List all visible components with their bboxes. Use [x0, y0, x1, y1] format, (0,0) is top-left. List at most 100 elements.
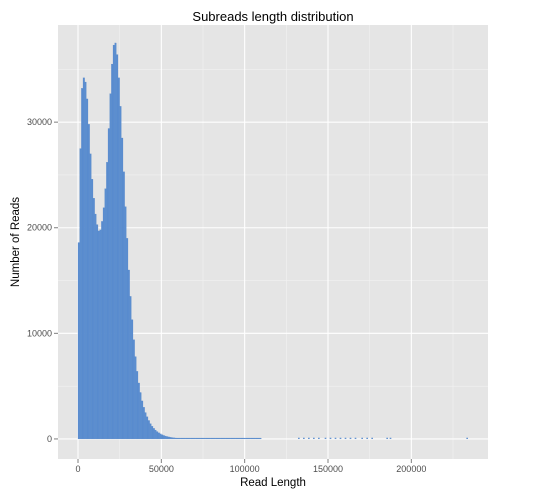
histogram-bar	[184, 437, 187, 440]
histogram-bar	[242, 437, 245, 440]
histogram-bar	[166, 436, 169, 440]
histogram-bars	[77, 42, 468, 440]
x-tick-label: 100000	[230, 464, 260, 474]
histogram-bar	[329, 437, 332, 439]
y-tick-label: 20000	[27, 223, 52, 233]
x-axis-ticks: 0 50000 100000 150000 200000	[75, 459, 426, 474]
histogram-bar	[171, 437, 174, 440]
histogram-bar	[87, 124, 90, 440]
histogram-bar	[172, 437, 175, 440]
histogram-bar	[156, 431, 159, 440]
histogram-bar	[244, 437, 247, 440]
histogram-bar	[324, 437, 327, 439]
y-tick-label: 10000	[27, 328, 52, 338]
y-axis-ticks: 0 10000 20000 30000	[27, 117, 58, 444]
histogram-bar	[389, 437, 392, 439]
histogram-bar	[124, 206, 127, 440]
histogram-bar	[231, 437, 234, 440]
histogram-bar	[214, 437, 217, 440]
histogram-bar	[176, 437, 179, 440]
histogram-bar	[82, 77, 85, 440]
histogram-bar	[187, 437, 190, 440]
histogram-bar	[86, 98, 89, 440]
histogram-bar	[109, 93, 112, 440]
histogram-bar	[226, 437, 229, 440]
histogram-bar	[202, 437, 205, 440]
histogram-bar	[137, 382, 140, 440]
histogram-bar	[354, 437, 357, 439]
histogram-bar	[197, 437, 200, 440]
histogram-bar	[361, 437, 363, 439]
histogram-bar	[136, 371, 139, 440]
histogram-bar	[116, 54, 119, 440]
histogram-bar	[149, 423, 152, 440]
histogram-bar	[139, 392, 142, 440]
chart-title: Subreads length distribution	[192, 9, 353, 24]
histogram-bar	[99, 229, 102, 440]
histogram-bar	[169, 437, 172, 440]
histogram-bar	[349, 437, 352, 439]
histogram-bar	[159, 433, 162, 440]
y-tick-label: 30000	[27, 117, 52, 127]
histogram-bar	[147, 420, 150, 440]
histogram-bar	[84, 81, 87, 440]
histogram-bar	[127, 269, 130, 440]
histogram-bar	[313, 437, 315, 439]
histogram-bar	[134, 356, 137, 440]
histogram-bar	[111, 63, 114, 440]
histogram-bar	[334, 437, 337, 439]
histogram-bar	[189, 437, 192, 440]
histogram-bar	[219, 437, 222, 440]
histogram-bar	[256, 437, 259, 440]
histogram-bar	[207, 437, 210, 440]
histogram-bar	[229, 437, 232, 440]
histogram-bar	[106, 162, 109, 440]
x-tick-label: 200000	[396, 464, 426, 474]
histogram-bar	[179, 437, 182, 440]
histogram-bar	[96, 224, 99, 440]
histogram-bar	[117, 77, 120, 440]
histogram-bar	[236, 437, 239, 440]
histogram-bar	[182, 437, 185, 440]
y-axis-label: Number of Reads	[10, 197, 22, 287]
histogram-bar	[191, 437, 194, 440]
histogram-bar	[196, 437, 199, 440]
histogram-bar	[92, 198, 95, 440]
x-axis-label: Read Length	[240, 477, 306, 489]
histogram-bar	[126, 238, 129, 440]
x-tick-label: 0	[75, 464, 80, 474]
histogram-bar	[104, 188, 107, 440]
histogram-bar	[194, 437, 197, 440]
histogram-bar	[252, 437, 255, 440]
histogram-bar	[308, 437, 310, 439]
histogram-bar	[131, 319, 134, 440]
histogram-bar	[129, 296, 132, 440]
histogram-bar	[79, 148, 82, 440]
histogram-bar	[209, 437, 212, 440]
histogram-bar	[339, 437, 342, 439]
histogram-bar	[249, 437, 252, 440]
histogram-bar	[91, 179, 94, 440]
histogram-bar	[167, 436, 170, 440]
histogram-bar	[102, 207, 105, 440]
histogram-bar	[257, 437, 260, 440]
histogram-bar	[107, 128, 110, 440]
histogram-bar	[181, 437, 184, 440]
histogram-bar	[344, 437, 347, 439]
histogram-bar	[152, 428, 155, 440]
histogram-bar	[254, 437, 257, 440]
histogram-bar	[318, 437, 320, 439]
histogram-bar	[119, 106, 122, 440]
histogram-bar	[298, 437, 300, 439]
histogram-bar	[211, 437, 214, 440]
histogram-bar	[204, 437, 207, 440]
histogram-bar	[114, 42, 117, 440]
histogram-bar	[162, 435, 165, 440]
histogram-bar	[199, 437, 202, 440]
x-tick-label: 150000	[313, 464, 343, 474]
histogram-bar	[151, 426, 154, 440]
histogram-bar	[239, 437, 242, 440]
histogram-bar	[371, 437, 373, 439]
histogram-bar	[222, 437, 225, 440]
